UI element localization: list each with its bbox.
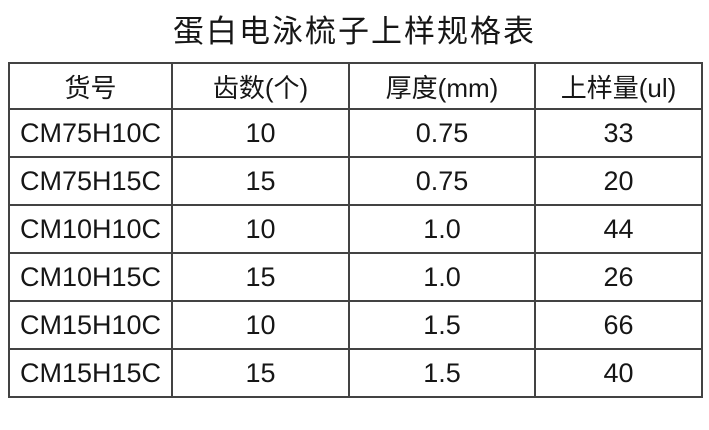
cell-teeth: 15: [171, 156, 350, 206]
column-header-thickness: 厚度(mm): [348, 62, 536, 110]
cell-teeth: 10: [171, 204, 350, 254]
cell-volume: 33: [534, 108, 703, 158]
cell-thickness: 0.75: [348, 156, 536, 206]
cell-volume: 40: [534, 348, 703, 398]
cell-thickness: 1.5: [348, 300, 536, 350]
column-header-teeth: 齿数(个): [171, 62, 350, 110]
cell-volume: 26: [534, 252, 703, 302]
column-header-item-no: 货号: [8, 62, 173, 110]
cell-teeth: 10: [171, 108, 350, 158]
cell-item-no: CM10H10C: [8, 204, 173, 254]
cell-item-no: CM10H15C: [8, 252, 173, 302]
table-row: CM75H15C 15 0.75 20: [8, 156, 703, 206]
cell-item-no: CM75H15C: [8, 156, 173, 206]
cell-item-no: CM75H10C: [8, 108, 173, 158]
spec-table: 货号 齿数(个) 厚度(mm) 上样量(ul) CM75H10C 10 0.75…: [8, 62, 703, 398]
column-header-volume: 上样量(ul): [534, 62, 703, 110]
table-row: CM15H10C 10 1.5 66: [8, 300, 703, 350]
cell-thickness: 1.0: [348, 204, 536, 254]
table-row: CM10H15C 15 1.0 26: [8, 252, 703, 302]
cell-teeth: 15: [171, 348, 350, 398]
table-row: CM15H15C 15 1.5 40: [8, 348, 703, 398]
table-row: CM75H10C 10 0.75 33: [8, 108, 703, 158]
cell-volume: 44: [534, 204, 703, 254]
page-title: 蛋白电泳梳子上样规格表: [173, 14, 536, 50]
cell-volume: 20: [534, 156, 703, 206]
cell-thickness: 1.0: [348, 252, 536, 302]
cell-teeth: 15: [171, 252, 350, 302]
cell-thickness: 1.5: [348, 348, 536, 398]
cell-teeth: 10: [171, 300, 350, 350]
cell-item-no: CM15H15C: [8, 348, 173, 398]
cell-item-no: CM15H10C: [8, 300, 173, 350]
header-row: 货号 齿数(个) 厚度(mm) 上样量(ul): [8, 62, 703, 110]
cell-thickness: 0.75: [348, 108, 536, 158]
cell-volume: 66: [534, 300, 703, 350]
table-row: CM10H10C 10 1.0 44: [8, 204, 703, 254]
